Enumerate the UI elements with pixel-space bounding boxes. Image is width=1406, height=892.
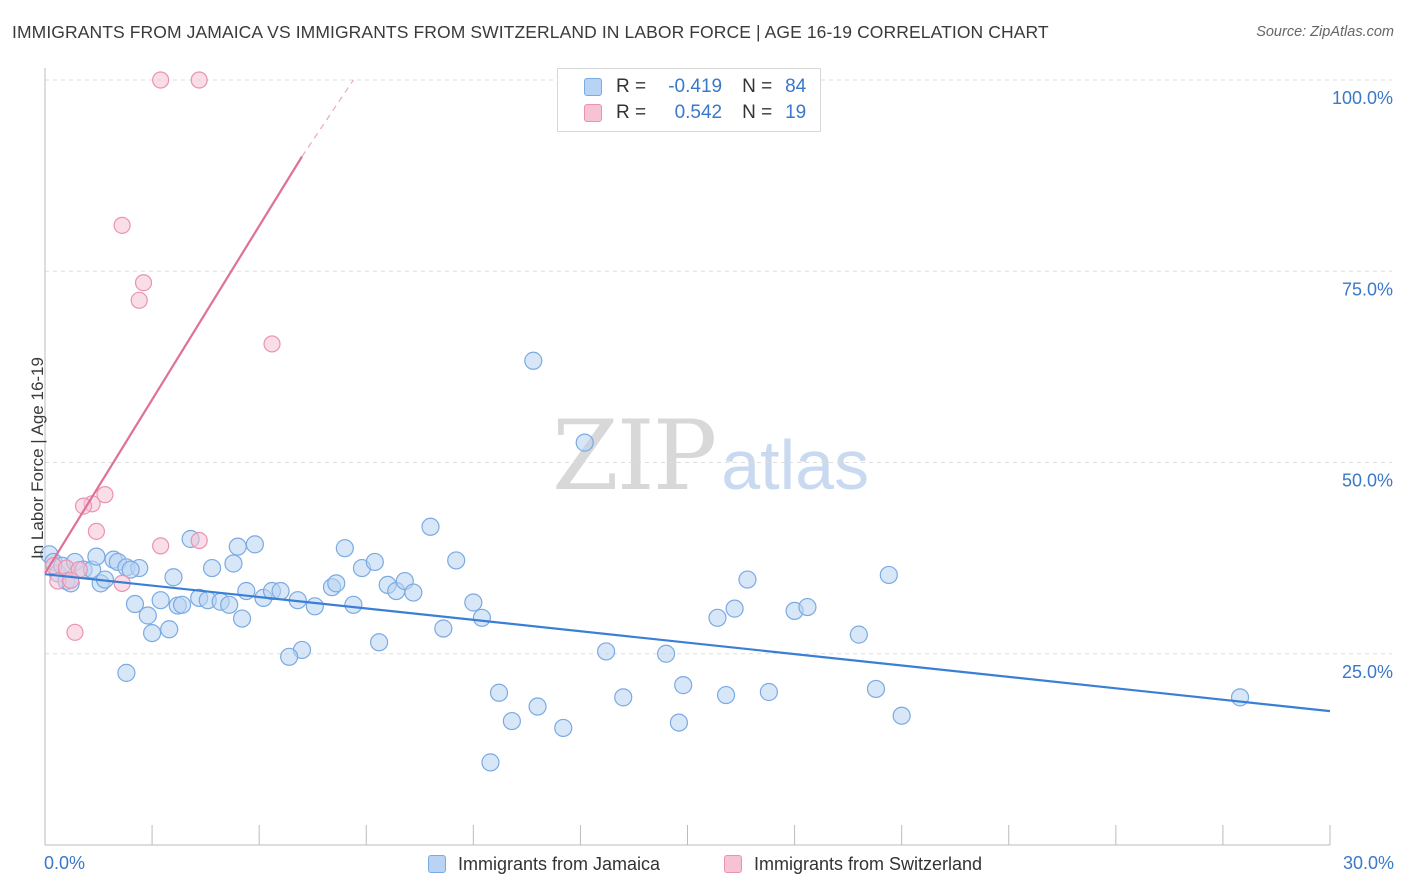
jamaica-point <box>160 620 179 639</box>
switzerland-point <box>62 571 80 589</box>
jamaica-point <box>87 547 106 566</box>
jamaica-point <box>528 697 547 716</box>
jamaica-point <box>232 609 252 628</box>
jamaica-point <box>716 685 736 705</box>
chart-title: IMMIGRANTS FROM JAMAICA VS IMMIGRANTS FR… <box>12 22 1049 42</box>
jamaica-point <box>464 593 483 612</box>
legend-jamaica-n-label: N = <box>742 76 773 97</box>
switzerland-point <box>134 274 153 292</box>
jamaica-point <box>220 595 239 614</box>
jamaica-point <box>121 560 140 579</box>
legend-switzerland-n-label: N = <box>742 102 773 123</box>
switzerland-point <box>152 537 170 555</box>
jamaica-point <box>524 351 543 370</box>
jamaica-point <box>245 535 264 554</box>
legend-switzerland-r-label: R = <box>616 102 647 123</box>
jamaica-point <box>738 570 757 589</box>
jamaica-point <box>1230 688 1250 707</box>
bottom-legend-jamaica: Immigrants from Jamaica <box>428 852 660 876</box>
jamaica-point <box>489 683 509 702</box>
source-credit: Source: ZipAtlas.com <box>1256 24 1394 40</box>
jamaica-point <box>656 644 676 663</box>
jamaica-point <box>434 619 453 638</box>
jamaica-point <box>202 558 222 578</box>
jamaica-point <box>725 599 744 618</box>
switzerland-point <box>263 335 281 353</box>
legend-jamaica-r-label: R = <box>616 76 647 97</box>
bottom-jamaica-swatch <box>428 855 446 873</box>
jamaica-point <box>421 517 440 536</box>
jamaica-point <box>327 574 346 593</box>
legend-row-switzerland: R = 0.542 N = 19 <box>584 101 806 125</box>
bottom-switzerland-swatch <box>724 855 742 873</box>
switzerland-point <box>130 291 148 309</box>
switzerland-point <box>74 497 93 515</box>
jamaica-point <box>759 682 778 702</box>
legend-row-jamaica: R = -0.419 N = 84 <box>584 75 806 99</box>
jamaica-point <box>365 552 384 572</box>
switzerland-trend-extension <box>301 79 354 157</box>
legend-jamaica-r-value: -0.419 <box>668 76 723 97</box>
jamaica-point <box>502 711 521 731</box>
switzerland-swatch <box>584 104 602 122</box>
x-tick-label: 0.0% <box>44 853 85 873</box>
x-tick-label: 30.0% <box>1343 853 1394 873</box>
jamaica-point <box>669 713 689 732</box>
switzerland-point <box>96 486 114 504</box>
jamaica-point <box>614 688 633 707</box>
bottom-jamaica-label: Immigrants from Jamaica <box>458 853 661 874</box>
jamaica-point <box>172 595 192 614</box>
jamaica-point <box>597 642 616 661</box>
jamaica-point <box>142 623 162 643</box>
y-tick-label: 75.0% <box>1342 279 1393 299</box>
legend-switzerland-n-value: 19 <box>785 102 807 123</box>
y-tick-label: 50.0% <box>1342 471 1393 491</box>
y-tick-label: 25.0% <box>1342 662 1393 682</box>
jamaica-point <box>404 583 423 602</box>
jamaica-point <box>892 706 911 725</box>
bottom-switzerland-label: Immigrants from Switzerland <box>754 853 983 874</box>
jamaica-point <box>224 554 243 573</box>
bottom-legend-switzerland: Immigrants from Switzerland <box>724 852 982 876</box>
jamaica-point <box>879 565 898 585</box>
stats-legend: R = -0.419 N = 84 R = 0.542 N = 19 <box>557 68 821 132</box>
jamaica-point <box>228 537 247 556</box>
switzerland-point <box>113 216 131 234</box>
y-tick-label: 100.0% <box>1332 88 1393 108</box>
switzerland-point <box>152 71 170 89</box>
jamaica-point <box>866 679 886 699</box>
jamaica-point <box>481 753 500 772</box>
jamaica-point <box>344 595 363 614</box>
switzerland-point <box>66 623 84 641</box>
jamaica-point <box>305 597 324 616</box>
jamaica-point <box>335 539 354 558</box>
jamaica-point <box>151 591 170 610</box>
jamaica-point <box>271 581 290 601</box>
legend-jamaica-n-value: 84 <box>785 76 807 97</box>
jamaica-point <box>447 551 466 570</box>
jamaica-trend-line <box>44 573 1331 713</box>
jamaica-point <box>125 594 145 614</box>
jamaica-point <box>554 718 573 738</box>
jamaica-swatch <box>584 78 602 96</box>
switzerland-trend-line <box>44 155 303 575</box>
switzerland-point <box>190 531 208 550</box>
legend-switzerland-r-value: 0.542 <box>674 102 723 123</box>
jamaica-point <box>164 568 183 587</box>
jamaica-point <box>370 633 389 652</box>
jamaica-point <box>472 608 491 627</box>
jamaica-point <box>798 597 817 617</box>
switzerland-point <box>87 522 106 540</box>
jamaica-point <box>708 608 727 627</box>
jamaica-point <box>575 433 594 452</box>
jamaica-point <box>280 647 299 666</box>
jamaica-point <box>674 676 693 695</box>
switzerland-point <box>190 71 208 89</box>
y-axis-label: In Labor Force | Age 16-19 <box>28 357 47 559</box>
jamaica-point <box>117 663 136 682</box>
jamaica-point <box>138 606 157 625</box>
jamaica-point <box>849 625 868 644</box>
